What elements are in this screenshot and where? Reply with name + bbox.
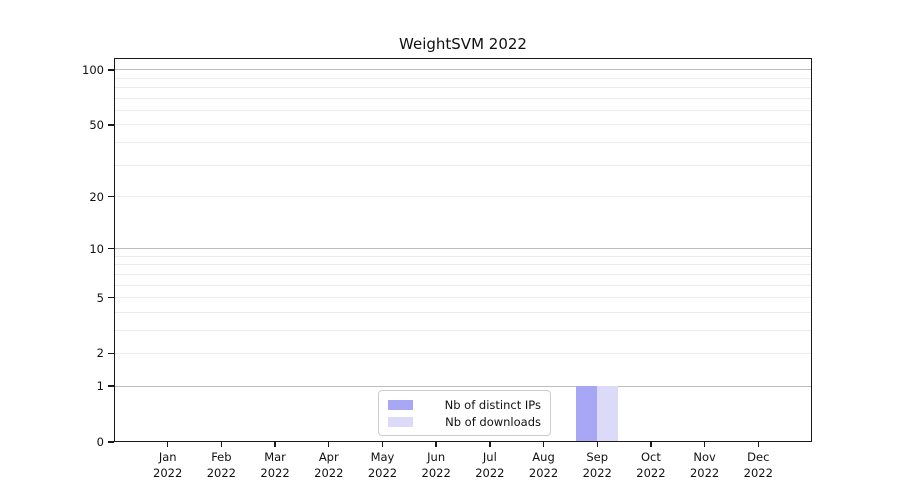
- y-tick-mark: [108, 296, 114, 299]
- legend-swatch: [388, 400, 413, 410]
- minor-gridline: [114, 297, 812, 299]
- x-tick-month: Jul: [482, 450, 497, 464]
- legend-entry: Nb of distinct IPs: [388, 397, 541, 413]
- minor-gridline: [114, 284, 812, 286]
- y-tick-label: 10: [89, 241, 104, 256]
- x-tick-label: Feb 2022: [191, 450, 251, 481]
- legend-label: Nb of distinct IPs: [444, 398, 541, 412]
- x-tick-label: Mar 2022: [245, 450, 305, 481]
- y-tick-label: 2: [96, 346, 104, 361]
- minor-gridline: [114, 196, 812, 197]
- x-tick-year: 2022: [314, 465, 344, 480]
- x-tick-mark: [166, 442, 169, 447]
- x-tick-label: May 2022: [352, 450, 412, 481]
- y-tick-mark: [108, 195, 114, 198]
- minor-gridline: [114, 97, 812, 99]
- x-tick-mark: [435, 442, 437, 447]
- y-tick-label: 5: [96, 290, 104, 305]
- minor-gridline: [114, 124, 812, 126]
- x-tick-mark: [650, 442, 652, 447]
- x-tick-month: Feb: [211, 450, 232, 464]
- x-tick-mark: [328, 442, 330, 447]
- x-tick-mark: [381, 442, 384, 447]
- y-tick-label: 50: [89, 117, 104, 132]
- x-tick-year: 2022: [153, 465, 183, 480]
- minor-gridline: [114, 77, 812, 79]
- x-tick-mark: [274, 442, 276, 447]
- x-tick-label: Sep 2022: [567, 450, 627, 481]
- legend-swatch: [388, 417, 413, 427]
- minor-gridline: [114, 255, 812, 257]
- x-tick-month: Sep: [586, 450, 609, 464]
- x-tick-month: Jun: [427, 450, 446, 464]
- x-tick-month: May: [370, 450, 395, 464]
- minor-gridline: [114, 110, 812, 112]
- x-tick-label: Aug 2022: [514, 450, 574, 481]
- x-tick-year: 2022: [636, 465, 666, 480]
- x-tick-mark: [542, 442, 545, 447]
- y-tick-mark: [108, 352, 114, 355]
- minor-gridline: [114, 352, 812, 354]
- x-tick-label: Jul 2022: [460, 450, 520, 481]
- minor-gridline: [114, 273, 812, 275]
- x-tick-label: Jun 2022: [406, 450, 466, 481]
- chart-title: WeightSVM 2022: [399, 35, 527, 53]
- y-tick-label: 0: [96, 435, 104, 449]
- minor-gridline: [114, 264, 812, 266]
- x-tick-label: Jan 2022: [138, 450, 198, 481]
- minor-gridline: [114, 87, 812, 89]
- legend-label: Nb of downloads: [445, 415, 541, 429]
- x-tick-year: 2022: [206, 465, 237, 480]
- bar-nb-of-distinct-ips: [576, 386, 598, 442]
- y-tick-mark: [108, 247, 114, 250]
- x-tick-mark: [220, 442, 223, 447]
- x-tick-mark: [703, 442, 706, 447]
- y-tick-mark: [108, 441, 114, 443]
- plot-area: [114, 58, 812, 442]
- y-tick-mark: [108, 69, 114, 71]
- minor-gridline: [114, 311, 812, 313]
- axes-spine: [114, 58, 812, 442]
- minor-gridline: [114, 142, 812, 144]
- major-gridline: [114, 248, 812, 250]
- x-tick-month: Jan: [158, 450, 177, 464]
- minor-gridline: [114, 164, 812, 166]
- x-tick-year: 2022: [528, 465, 559, 480]
- y-tick-mark: [108, 385, 114, 387]
- bar-nb-of-downloads: [597, 386, 619, 442]
- x-tick-mark: [757, 442, 759, 447]
- x-tick-month: Nov: [693, 450, 716, 464]
- x-tick-month: Dec: [747, 450, 770, 464]
- y-tick-label: 20: [89, 189, 104, 204]
- x-tick-year: 2022: [421, 465, 451, 480]
- x-tick-mark: [596, 442, 598, 447]
- x-tick-year: 2022: [475, 465, 505, 480]
- x-tick-year: 2022: [689, 465, 720, 480]
- x-tick-month: Oct: [640, 450, 661, 464]
- y-tick-mark: [108, 124, 114, 126]
- legend: Nb of distinct IPs Nb of downloads: [378, 390, 551, 436]
- y-tick-label: 100: [82, 62, 104, 77]
- x-tick-label: Apr 2022: [299, 450, 359, 481]
- x-tick-mark: [489, 442, 491, 447]
- x-tick-month: Mar: [264, 450, 286, 464]
- y-tick-label: 1: [96, 379, 104, 394]
- x-tick-label: Nov 2022: [675, 450, 735, 481]
- major-gridline: [114, 69, 812, 71]
- x-tick-year: 2022: [260, 465, 290, 480]
- x-tick-year: 2022: [743, 465, 773, 480]
- legend-entry: Nb of downloads: [388, 414, 541, 430]
- x-tick-month: Aug: [532, 450, 555, 464]
- major-gridline: [114, 385, 812, 387]
- x-tick-label: Oct 2022: [621, 450, 681, 481]
- minor-gridline: [114, 329, 812, 331]
- x-tick-label: Dec 2022: [728, 450, 788, 481]
- x-tick-year: 2022: [582, 465, 612, 480]
- x-tick-month: Apr: [318, 450, 339, 464]
- x-tick-year: 2022: [367, 465, 398, 480]
